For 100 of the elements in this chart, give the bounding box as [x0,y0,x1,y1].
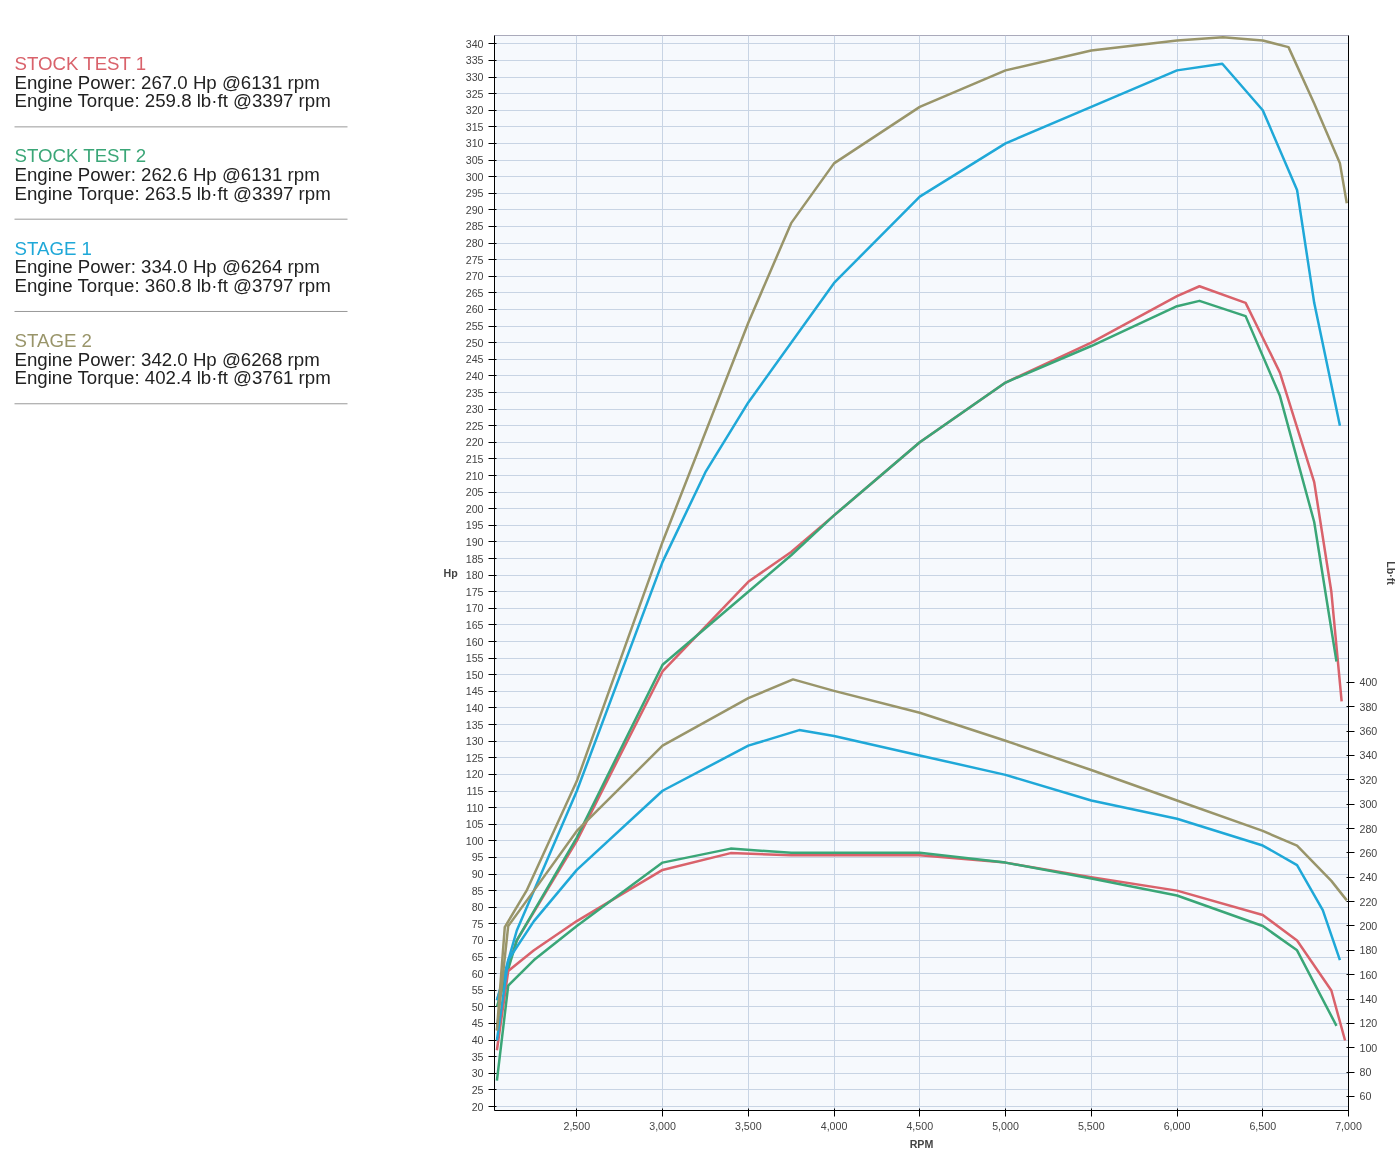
y2-tick-label: 220 [1359,895,1378,908]
y2-tick-label: 200 [1359,919,1378,932]
y-tick-label: 290 [465,203,484,216]
y-tick-label: 220 [465,436,484,449]
y-tick-label: 145 [465,685,484,698]
y2-tick-label: 280 [1359,822,1378,835]
y2-tick-label: 240 [1359,871,1378,884]
y-tick-label: 85 [471,884,484,897]
y-tick-label: 35 [471,1050,484,1063]
y-tick-label: 110 [466,801,484,814]
y-tick-label: 120 [465,768,484,781]
x-tick-label: 2,500 [563,1119,591,1132]
y-tick-label: 210 [465,469,484,482]
y2-tick-label: 140 [1359,993,1378,1006]
y-tick-label: 55 [471,984,484,997]
y-tick-label: 310 [465,137,484,150]
y-tick-label: 30 [471,1067,484,1080]
y-tick-label: 105 [465,818,484,831]
y-tick-label: 135 [465,718,484,731]
y-tick-label: 235 [465,386,484,399]
x-tick-label: 3,500 [734,1119,762,1132]
y-tick-label: 50 [471,1000,484,1013]
y-tick-label: 65 [471,951,484,964]
y-tick-label: 265 [465,286,484,299]
y-tick-label: 240 [465,369,484,382]
y-tick-label: 130 [465,735,484,748]
text: STAGE 1 [14,237,92,259]
y-tick-label: 275 [465,253,484,266]
x-tick-label: 5,500 [1077,1119,1105,1132]
y-tick-label: 250 [465,336,484,349]
y2-tick-label: 60 [1359,1090,1372,1103]
y-tick-label: 190 [465,535,484,548]
y-tick-label: 255 [465,320,484,333]
y2-tick-label: 100 [1359,1041,1378,1054]
y2-tick-label: 400 [1359,676,1378,689]
text: Engine Power: 334.0 Hp @6264 rpm [14,256,320,278]
y-tick-label: 200 [465,502,484,515]
y-tick-label: 175 [465,585,484,598]
y-axis-title: Hp [443,567,459,579]
y-tick-label: 90 [471,868,484,881]
x-tick-label: 3,000 [649,1119,676,1132]
y2-tick-label: 340 [1359,749,1378,762]
y-tick-label: 280 [465,237,484,250]
y-tick-label: 315 [465,120,484,133]
y2-tick-label: 320 [1359,773,1378,786]
x-tick-label: 6,000 [1163,1119,1191,1132]
y-tick-label: 180 [465,569,484,582]
y-tick-label: 100 [465,834,484,847]
y2-tick-label: 380 [1359,700,1378,713]
y2-tick-label: 120 [1359,1017,1378,1030]
y-tick-label: 20 [471,1100,484,1113]
y-tick-label: 80 [471,901,484,914]
y-tick-label: 260 [465,303,484,316]
text: STOCK TEST 1 [14,52,147,74]
y-tick-label: 320 [465,104,484,117]
y2-tick-label: 180 [1359,944,1378,957]
y-tick-label: 165 [465,618,484,631]
x-axis-title: RPM [909,1137,934,1150]
y-tick-label: 155 [465,652,484,665]
y2-tick-label: 260 [1359,846,1378,859]
y-tick-label: 95 [471,851,484,864]
y-tick-label: 335 [465,54,484,67]
y-tick-label: 45 [471,1017,484,1030]
y-tick-label: 305 [465,154,484,167]
y-tick-label: 205 [465,486,484,499]
y-tick-label: 70 [471,934,484,947]
text: STAGE 2 [14,329,92,351]
y-tick-label: 325 [465,87,484,100]
text: Engine Power: 267.0 Hp @6131 rpm [14,71,320,93]
y-tick-label: 60 [471,967,484,980]
y-tick-label: 230 [465,403,484,416]
y-tick-label: 160 [465,635,484,648]
y-tick-label: 270 [465,270,484,283]
y-tick-label: 75 [471,917,484,930]
y-tick-label: 40 [471,1034,484,1047]
text: Engine Power: 342.0 Hp @6268 rpm [14,348,320,370]
y-tick-label: 225 [465,419,484,432]
y-tick-label: 125 [465,751,484,764]
y2-tick-label: 80 [1359,1066,1372,1079]
y-tick-label: 185 [465,552,484,565]
x-tick-label: 5,000 [992,1119,1019,1132]
y-tick-label: 195 [465,519,484,532]
y2-tick-label: 360 [1359,725,1378,738]
x-tick-label: 7,000 [1335,1119,1362,1132]
y-tick-label: 150 [465,668,484,681]
y-tick-label: 215 [465,452,484,465]
y-tick-label: 140 [465,702,484,714]
y-tick-label: 115 [466,785,484,798]
y-tick-label: 330 [465,71,484,84]
y2-axis-title: Lb·ft [1385,561,1398,586]
y-tick-label: 285 [465,220,484,233]
x-tick-label: 4,500 [906,1119,934,1132]
y-tick-label: 245 [465,353,484,366]
y2-tick-label: 300 [1359,798,1378,811]
y-tick-label: 295 [465,187,484,200]
y-tick-label: 300 [465,170,484,183]
x-tick-label: 6,500 [1249,1119,1277,1132]
y-tick-label: 340 [465,37,484,50]
x-tick-label: 4,000 [820,1119,848,1132]
y-tick-label: 25 [471,1083,484,1096]
